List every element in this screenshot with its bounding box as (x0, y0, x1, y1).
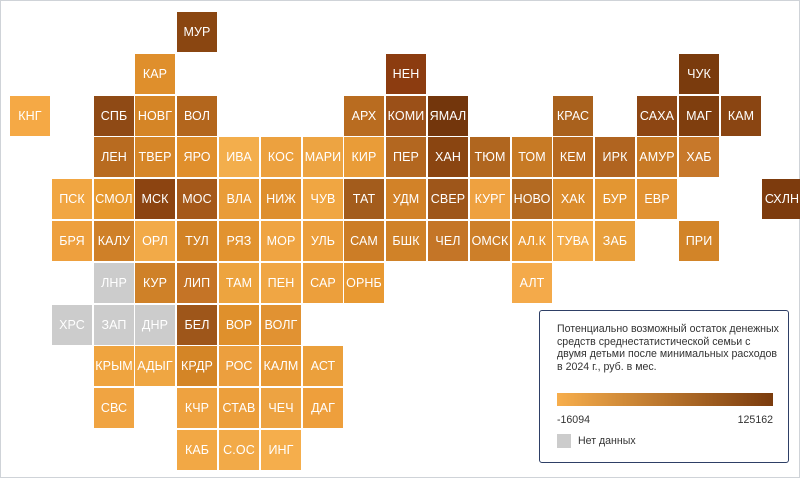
region-tile[interactable]: ЕВР (637, 179, 677, 219)
region-tile[interactable]: ЗАП (94, 305, 134, 345)
region-tile[interactable]: КОМИ (386, 96, 426, 136)
region-tile[interactable]: ВОЛГ (261, 305, 301, 345)
region-tile[interactable]: ТАМ (219, 263, 259, 303)
region-tile[interactable]: КАР (135, 54, 175, 94)
region-tile[interactable]: КРЫМ (94, 346, 134, 386)
region-tile[interactable]: ХАБ (679, 137, 719, 177)
region-tile[interactable]: РЯЗ (219, 221, 259, 261)
region-tile[interactable]: БЕЛ (177, 305, 217, 345)
region-tile[interactable]: МСК (135, 179, 175, 219)
region-tile[interactable]: КАМ (721, 96, 761, 136)
legend-max-label: 125162 (737, 414, 773, 426)
region-tile[interactable]: ОРНБ (344, 263, 384, 303)
region-tile[interactable]: АДЫГ (135, 346, 175, 386)
region-tile[interactable]: СВЕР (428, 179, 468, 219)
region-tile[interactable]: АЛТ (512, 263, 552, 303)
region-tile[interactable]: РОС (219, 346, 259, 386)
region-tile[interactable]: ПЕР (386, 137, 426, 177)
region-tile[interactable]: СВС (94, 388, 134, 428)
region-tile[interactable]: БУР (595, 179, 635, 219)
region-tile[interactable]: СПБ (94, 96, 134, 136)
region-tile[interactable]: НИЖ (261, 179, 301, 219)
region-tile[interactable]: НОВО (512, 179, 552, 219)
region-tile[interactable]: ТОМ (512, 137, 552, 177)
region-tile[interactable]: НОВГ (135, 96, 175, 136)
region-tile[interactable]: САХА (637, 96, 677, 136)
region-tile[interactable]: ЛЕН (94, 137, 134, 177)
region-tile[interactable]: ЯМАЛ (428, 96, 468, 136)
legend-no-data-swatch (557, 434, 571, 448)
region-tile[interactable]: ДАГ (303, 388, 343, 428)
region-tile[interactable]: ОМСК (470, 221, 510, 261)
region-tile[interactable]: ВОЛ (177, 96, 217, 136)
region-tile[interactable]: ДНР (135, 305, 175, 345)
region-tile[interactable]: ОРЛ (135, 221, 175, 261)
region-tile[interactable]: КУРГ (470, 179, 510, 219)
region-tile[interactable]: КУР (135, 263, 175, 303)
region-tile[interactable]: СМОЛ (94, 179, 134, 219)
region-tile[interactable]: АМУР (637, 137, 677, 177)
region-tile[interactable]: КОС (261, 137, 301, 177)
region-tile[interactable]: МОР (261, 221, 301, 261)
region-tile[interactable]: ЛИП (177, 263, 217, 303)
region-tile[interactable]: УДМ (386, 179, 426, 219)
region-tile[interactable]: ЛНР (94, 263, 134, 303)
region-tile[interactable]: ИНГ (261, 430, 301, 470)
region-tile[interactable]: КРДР (177, 346, 217, 386)
region-tile[interactable]: САМ (344, 221, 384, 261)
region-tile[interactable]: ТВЕР (135, 137, 175, 177)
region-tile[interactable]: ВЛА (219, 179, 259, 219)
region-tile[interactable]: КЧР (177, 388, 217, 428)
region-tile[interactable]: КАЛУ (94, 221, 134, 261)
region-tile[interactable]: БРЯ (52, 221, 92, 261)
legend: Потенциально возможный остаток денежных … (539, 310, 789, 463)
region-tile[interactable]: ВОР (219, 305, 259, 345)
region-tile[interactable]: САР (303, 263, 343, 303)
region-tile[interactable]: МУР (177, 12, 217, 52)
region-tile[interactable]: КЕМ (553, 137, 593, 177)
region-tile[interactable]: ИВА (219, 137, 259, 177)
region-tile[interactable]: ПЕН (261, 263, 301, 303)
region-tile[interactable]: ИРК (595, 137, 635, 177)
region-tile[interactable]: ЧЕЛ (428, 221, 468, 261)
region-tile[interactable]: МАГ (679, 96, 719, 136)
region-tile[interactable]: СХЛН (762, 179, 800, 219)
legend-gradient-bar (557, 393, 773, 406)
region-tile[interactable]: КАБ (177, 430, 217, 470)
region-tile[interactable]: ЧЕЧ (261, 388, 301, 428)
region-tile[interactable]: КРАС (553, 96, 593, 136)
region-tile[interactable]: СТАВ (219, 388, 259, 428)
legend-min-label: -16094 (557, 414, 590, 426)
region-tile[interactable]: КАЛМ (261, 346, 301, 386)
region-tile[interactable]: АРХ (344, 96, 384, 136)
region-tile[interactable]: ТАТ (344, 179, 384, 219)
legend-title: Потенциально возможный остаток денежных … (557, 323, 779, 374)
region-tile[interactable]: НЕН (386, 54, 426, 94)
region-tile[interactable]: АЛ.К (512, 221, 552, 261)
region-tile[interactable]: МАРИ (303, 137, 343, 177)
region-tile[interactable]: ХАН (428, 137, 468, 177)
region-tile[interactable]: ЧУВ (303, 179, 343, 219)
region-tile[interactable]: ХРС (52, 305, 92, 345)
region-tile[interactable]: ЧУК (679, 54, 719, 94)
region-tile[interactable]: КИР (344, 137, 384, 177)
region-tile[interactable]: ТУЛ (177, 221, 217, 261)
region-tile[interactable]: ТУВА (553, 221, 593, 261)
region-tile[interactable]: БШК (386, 221, 426, 261)
region-tile[interactable]: МОС (177, 179, 217, 219)
legend-no-data-label: Нет данных (578, 435, 636, 447)
region-tile[interactable]: УЛЬ (303, 221, 343, 261)
region-tile[interactable]: ЗАБ (595, 221, 635, 261)
region-tile[interactable]: С.ОС (219, 430, 259, 470)
region-tile[interactable]: ХАК (553, 179, 593, 219)
region-tile[interactable]: ЯРО (177, 137, 217, 177)
region-tile[interactable]: ПРИ (679, 221, 719, 261)
region-tile[interactable]: АСТ (303, 346, 343, 386)
region-tile[interactable]: ТЮМ (470, 137, 510, 177)
region-tile[interactable]: ПСК (52, 179, 92, 219)
region-tile[interactable]: КНГ (10, 96, 50, 136)
